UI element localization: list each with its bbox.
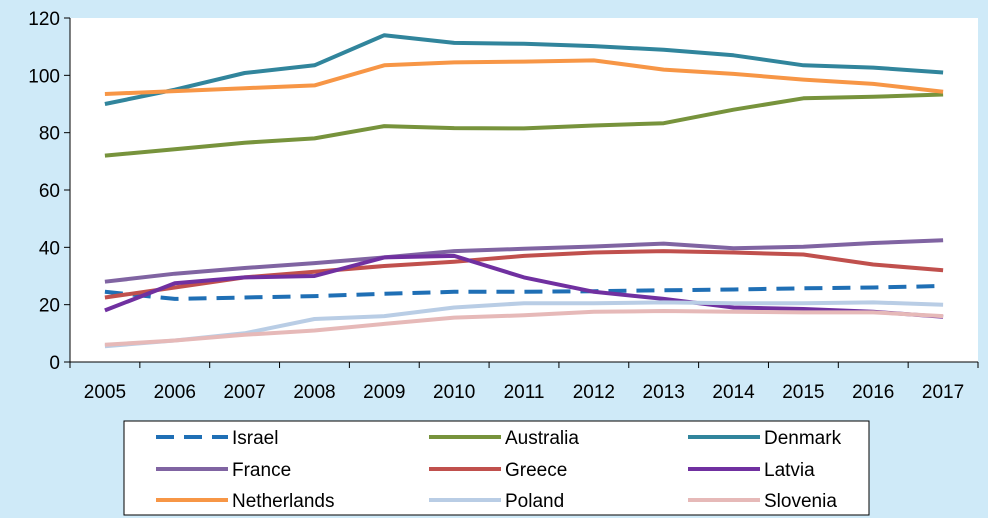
chart-legend: Israel Australia Denmark France Greece Latvia…: [123, 420, 870, 516]
x-tick-label: 2016: [852, 382, 894, 403]
legend-label-greece: Greece: [505, 460, 567, 481]
series-line-latvia: [104, 253, 944, 319]
x-tick-label: 2006: [154, 382, 196, 403]
y-tick-label: 0: [49, 353, 60, 374]
x-tick-label: 2010: [433, 382, 475, 403]
series-line-denmark: [104, 33, 944, 106]
legend-label-netherlands: Netherlands: [232, 491, 334, 512]
legend-label-poland: Poland: [505, 491, 564, 512]
y-tick-label: 120: [28, 9, 60, 30]
legend-label-australia: Australia: [505, 428, 579, 449]
x-tick-label: 2014: [712, 382, 755, 403]
series-line-israel: [104, 284, 944, 301]
legend-label-israel: Israel: [232, 428, 278, 449]
x-tick-label: 2011: [504, 382, 545, 403]
x-tick-label: 2007: [223, 382, 265, 403]
x-tick-label: 2008: [293, 382, 335, 403]
x-tick-label: 2012: [573, 382, 615, 403]
y-tick-label: 80: [39, 124, 60, 145]
series-line-netherlands: [104, 58, 944, 96]
y-tick-label: 40: [39, 238, 60, 259]
legend-label-latvia: Latvia: [764, 460, 815, 481]
x-tick-label: 2017: [922, 382, 964, 403]
series-line-australia: [104, 92, 944, 158]
x-tick-label: 2009: [363, 382, 405, 403]
chart-series-lines: [104, 33, 944, 349]
y-tick-label: 20: [39, 296, 60, 317]
series-line-slovenia: [104, 309, 944, 347]
legend-label-slovenia: Slovenia: [764, 491, 837, 512]
x-tick-label: 2015: [782, 382, 824, 403]
y-tick-label: 100: [28, 66, 60, 87]
series-line-france: [104, 238, 944, 284]
legend-label-denmark: Denmark: [764, 428, 842, 449]
legend-label-france: France: [232, 460, 291, 481]
x-tick-label: 2005: [84, 382, 126, 403]
x-tick-label: 2013: [643, 382, 685, 403]
y-tick-label: 60: [39, 181, 60, 202]
